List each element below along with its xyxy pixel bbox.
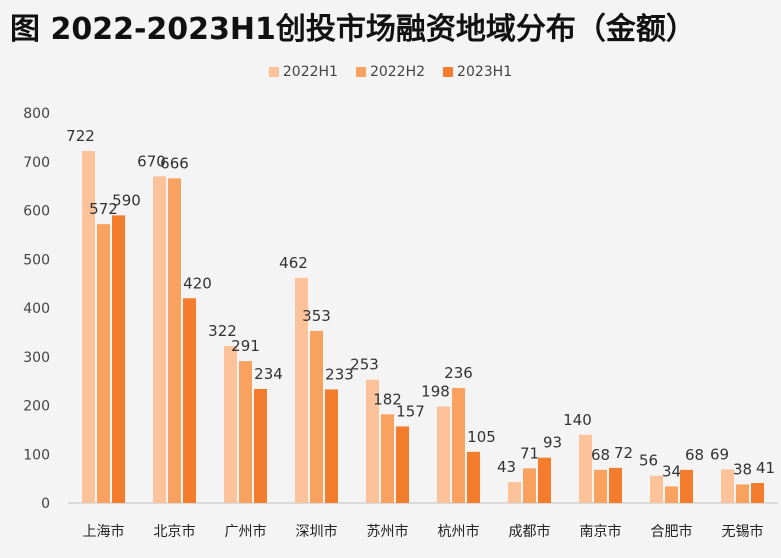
y-tick-label: 100 <box>23 447 50 463</box>
y-tick-label: 500 <box>23 252 50 268</box>
y-tick-label: 700 <box>23 155 50 171</box>
bar-2022h2 <box>594 469 607 503</box>
bar-2022h1 <box>721 469 734 503</box>
bar-2022h2 <box>97 224 110 503</box>
category-label: 无锡市 <box>722 523 764 540</box>
data-label: 198 <box>421 382 450 400</box>
y-tick-label: 0 <box>41 496 50 512</box>
y-tick-label: 300 <box>23 350 50 366</box>
y-tick-label: 800 <box>23 106 50 122</box>
y-tick-label: 200 <box>23 399 50 415</box>
bar-2022h1 <box>295 277 308 503</box>
data-label: 236 <box>444 364 473 382</box>
bar-2023h1 <box>325 389 338 503</box>
data-label: 69 <box>710 445 729 463</box>
bar-2022h1 <box>650 475 663 503</box>
category-label: 成都市 <box>509 523 551 540</box>
bar-2022h1 <box>153 176 166 503</box>
data-label: 68 <box>591 446 610 464</box>
legend-swatch-2022h2 <box>355 67 366 77</box>
data-label: 56 <box>639 452 658 470</box>
category-label: 合肥市 <box>651 523 693 540</box>
data-label: 233 <box>325 365 354 383</box>
legend-label-2022h2: 2022H2 <box>369 64 426 80</box>
category-label: 苏州市 <box>367 523 409 540</box>
category-label: 深圳市 <box>296 523 338 540</box>
bar-2023h1 <box>680 469 693 503</box>
data-label: 291 <box>231 337 260 355</box>
category-label: 北京市 <box>154 523 196 540</box>
data-label: 68 <box>685 446 704 464</box>
data-label: 140 <box>563 411 592 429</box>
bar-2023h1 <box>183 298 196 503</box>
bar-2023h1 <box>396 426 409 503</box>
bar-2022h2 <box>168 178 181 503</box>
data-label: 420 <box>183 274 212 292</box>
bar-2022h1 <box>508 482 521 503</box>
data-label: 38 <box>733 460 752 478</box>
data-label: 105 <box>467 428 496 446</box>
bar-2022h1 <box>82 151 95 503</box>
data-label: 157 <box>396 402 425 420</box>
bar-2023h1 <box>609 467 622 503</box>
legend-label-2022h1: 2022H1 <box>282 64 338 80</box>
bar-2023h1 <box>467 451 480 503</box>
category-label: 广州市 <box>225 523 267 540</box>
bar-2022h2 <box>452 387 465 503</box>
data-label: 234 <box>254 365 283 383</box>
legend-swatch-2022h1 <box>268 67 279 77</box>
data-label: 182 <box>373 390 402 408</box>
bar-2022h2 <box>381 414 394 503</box>
bar-2022h2 <box>239 361 252 503</box>
bar-2022h1 <box>224 346 237 503</box>
data-label: 666 <box>160 154 189 172</box>
data-label: 590 <box>112 191 141 209</box>
data-label: 462 <box>279 254 308 272</box>
bar-2022h2 <box>736 484 749 503</box>
bar-2022h1 <box>579 434 592 503</box>
category-label: 南京市 <box>580 523 622 540</box>
data-label: 72 <box>614 444 633 462</box>
data-label: 353 <box>302 307 331 325</box>
bar-2022h2 <box>665 486 678 503</box>
bar-2023h1 <box>112 215 125 503</box>
bar-2022h1 <box>437 406 450 503</box>
bar-2022h1 <box>366 379 379 503</box>
bar-2022h2 <box>310 330 323 503</box>
legend-item-2023h1: 2023H1 <box>443 64 512 80</box>
data-label: 34 <box>662 462 681 480</box>
bar-2022h2 <box>523 468 536 503</box>
bar-2023h1 <box>254 388 267 503</box>
bar-2023h1 <box>751 483 764 503</box>
y-tick-label: 600 <box>23 204 50 220</box>
data-label: 722 <box>66 127 95 145</box>
data-label: 43 <box>497 458 516 476</box>
data-label: 41 <box>756 459 775 477</box>
bar-2023h1 <box>538 457 551 503</box>
legend-label-2023h1: 2023H1 <box>457 64 513 80</box>
category-label: 杭州市 <box>438 523 480 540</box>
chart-title: 图 2022-2023H1创投市场融资地域分布（金额） <box>10 12 696 47</box>
y-tick-label: 400 <box>23 301 50 317</box>
data-label: 253 <box>350 356 379 374</box>
legend-item-2022h1: 2022H1 <box>268 64 338 80</box>
data-label: 93 <box>543 434 562 452</box>
legend: 2022H1 2022H2 2023H1 <box>0 64 781 80</box>
category-label: 上海市 <box>83 523 125 540</box>
legend-item-2022h2: 2022H2 <box>355 64 426 80</box>
data-label: 71 <box>520 444 539 462</box>
data-label: 322 <box>208 322 237 340</box>
legend-swatch-2023h1 <box>443 67 454 77</box>
data-label: 670 <box>137 152 166 170</box>
data-label: 572 <box>89 200 118 218</box>
